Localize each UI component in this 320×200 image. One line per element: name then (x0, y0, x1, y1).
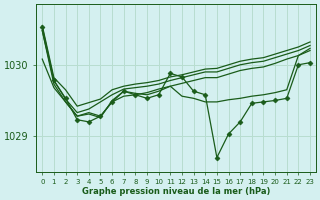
X-axis label: Graphe pression niveau de la mer (hPa): Graphe pression niveau de la mer (hPa) (82, 187, 270, 196)
